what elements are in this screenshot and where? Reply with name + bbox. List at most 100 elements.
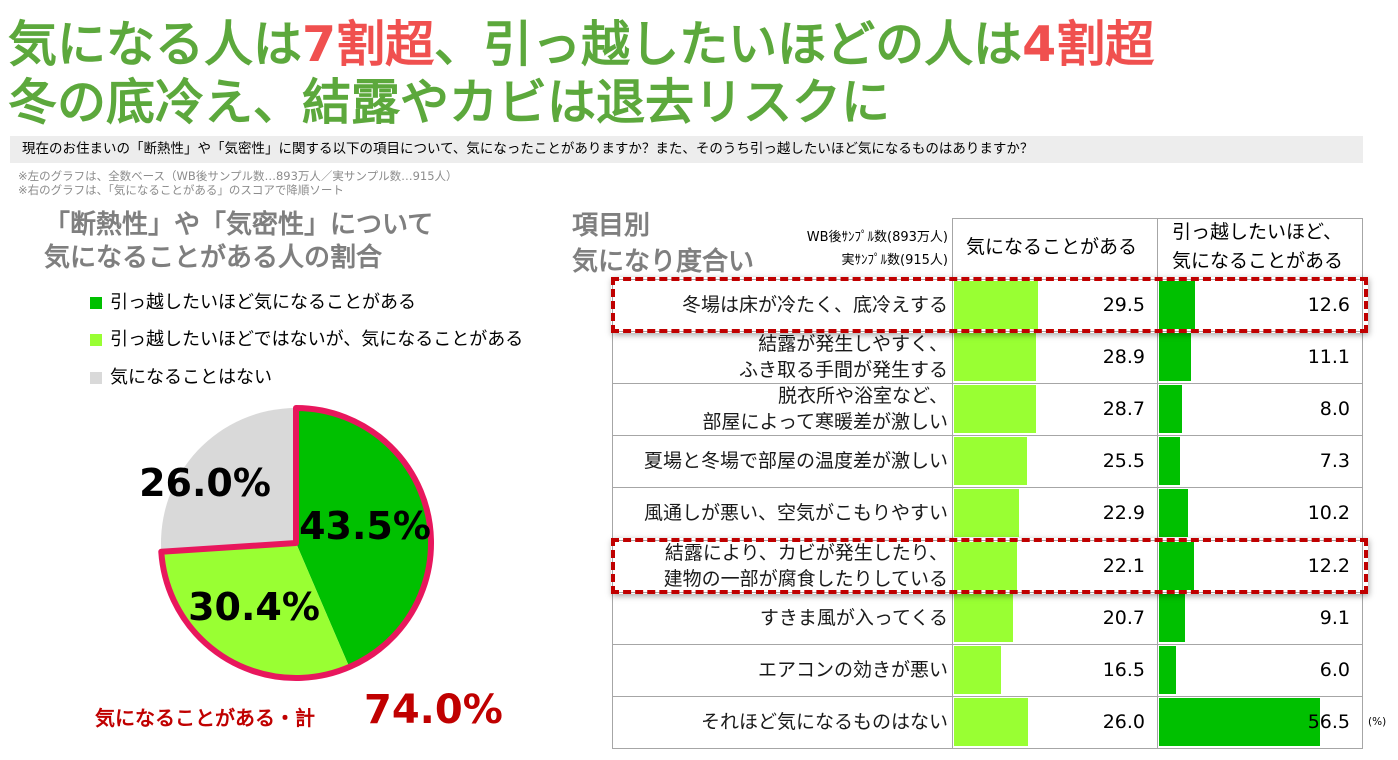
headline-text: 、引っ越したいほどの人は bbox=[434, 16, 1023, 73]
bar-chart-table: WB後ｻﾝﾌﾟﾙ数(893万人) 実ｻﾝﾌﾟﾙ数(915人) 気になることがある… bbox=[611, 218, 1372, 754]
gridline bbox=[1157, 218, 1158, 749]
bar bbox=[1159, 385, 1182, 434]
value-cell-want-to-move: 9.1 bbox=[1157, 592, 1362, 644]
table-row: 結露により、カビが発生したり、 建物の一部が腐食したりしている 22.1 12.2 bbox=[612, 540, 1362, 592]
value-cell-want-to-move: 8.0 bbox=[1157, 383, 1362, 435]
legend-label: 引っ越したいほどではないが、気になることがある bbox=[110, 329, 524, 350]
column-header-concerned: 気になることがある bbox=[966, 236, 1138, 258]
data-label: 11.1 bbox=[1307, 346, 1350, 369]
gridline bbox=[612, 487, 1363, 488]
data-label: 9.1 bbox=[1319, 606, 1350, 629]
bar bbox=[1159, 541, 1194, 590]
sample-size-actual: 実ｻﾝﾌﾟﾙ数(915人) bbox=[841, 253, 948, 268]
bar bbox=[954, 385, 1036, 434]
data-label: 7.3 bbox=[1319, 450, 1350, 473]
headline-highlight: 7割超 bbox=[302, 16, 435, 73]
table-row: 脱衣所や浴室など、 部屋によって寒暖差が激しい 28.7 8.0 bbox=[612, 383, 1362, 435]
table-row: 風通しが悪い、空気がこもりやすい 22.9 10.2 bbox=[612, 487, 1362, 539]
table-row: 冬場は床が冷たく、底冷えする 29.5 12.6 bbox=[612, 279, 1362, 331]
legend-item: 引っ越したいほどではないが、気になることがある bbox=[90, 328, 570, 352]
row-label: 夏場と冬場で部屋の温度差が激しい bbox=[643, 450, 948, 473]
value-cell-concerned: 28.9 bbox=[952, 331, 1157, 383]
legend-item: 引っ越したいほど気になることがある bbox=[90, 291, 570, 315]
table-row: 結露が発生しやすく、 ふき取る手間が発生する 28.9 11.1 bbox=[612, 331, 1362, 383]
bar bbox=[1159, 697, 1321, 746]
bar bbox=[1159, 281, 1195, 330]
data-label: 26.0 bbox=[1102, 710, 1145, 733]
unit-label: (%) bbox=[1368, 716, 1387, 728]
bar bbox=[1159, 645, 1177, 694]
data-label: 28.9 bbox=[1102, 346, 1145, 369]
data-label: 12.2 bbox=[1307, 554, 1350, 577]
note-right-chart: ※右のグラフは、「気になることがある」のスコアで降順ソート bbox=[18, 182, 344, 197]
sample-size-weighted: WB後ｻﾝﾌﾟﾙ数(893万人) bbox=[806, 230, 948, 245]
note-left-chart: ※左のグラフは、全数ベース（WB後サンプル数…893万人／実サンプル数…915人… bbox=[18, 169, 458, 183]
value-cell-concerned: 28.7 bbox=[952, 383, 1157, 435]
data-label: 25.5 bbox=[1102, 450, 1145, 473]
survey-question-text: 現在のお住まいの「断熱性」や「気密性」に関する以下の項目について、気になったこと… bbox=[22, 141, 1034, 157]
data-label: 16.5 bbox=[1102, 658, 1145, 681]
pie-slice bbox=[160, 408, 296, 552]
legend-item: 気になることはない bbox=[90, 366, 570, 390]
bar bbox=[954, 593, 1013, 642]
highlight-box bbox=[611, 277, 1368, 333]
pie-chart: 43.5% 30.4% 26.0% bbox=[139, 405, 434, 681]
data-label: 29.5 bbox=[1102, 294, 1145, 317]
pie-value-label: 43.5% bbox=[299, 504, 431, 548]
value-cell-concerned: 26.0 bbox=[952, 696, 1157, 748]
bar bbox=[954, 489, 1020, 538]
bar bbox=[1159, 593, 1185, 642]
pie-chart-title-line: 気になることがある人の割合 bbox=[44, 243, 383, 273]
pie-chart-title-line: 「断熱性」や「気密性」について bbox=[44, 210, 434, 240]
bar bbox=[954, 645, 1002, 694]
table-row: すきま風が入ってくる 20.7 9.1 bbox=[612, 592, 1362, 644]
value-cell-want-to-move: 11.1 bbox=[1157, 331, 1362, 383]
legend-swatch bbox=[90, 297, 102, 309]
value-cell-concerned: 25.5 bbox=[952, 435, 1157, 487]
gridline bbox=[952, 218, 953, 749]
bar bbox=[954, 281, 1039, 330]
headline-text: 気になる人は bbox=[8, 16, 303, 73]
sample-size: WB後ｻﾝﾌﾟﾙ数(893万人) 実ｻﾝﾌﾟﾙ数(915人) bbox=[612, 226, 948, 272]
gridline bbox=[612, 696, 1363, 697]
column-header-want-to-move: 引っ越したいほど、 気になることがある bbox=[1172, 221, 1344, 272]
data-label: 20.7 bbox=[1102, 606, 1145, 629]
survey-question-box: 現在のお住まいの「断熱性」や「気密性」に関する以下の項目について、気になったこと… bbox=[10, 136, 1363, 163]
value-cell-want-to-move: 12.2 bbox=[1157, 540, 1362, 592]
bar-chart-title: 項目別 気になり度合い bbox=[572, 208, 754, 280]
bar bbox=[1159, 489, 1189, 538]
row-label: 結露が発生しやすく、 ふき取る手間が発生する bbox=[738, 333, 948, 382]
bar bbox=[954, 541, 1017, 590]
headline-highlight: 4割超 bbox=[1022, 16, 1155, 73]
bar bbox=[954, 437, 1027, 486]
value-cell-concerned: 22.9 bbox=[952, 487, 1157, 539]
legend-swatch bbox=[90, 372, 102, 384]
bar bbox=[1159, 437, 1180, 486]
total-label: 気になることがある・計 bbox=[95, 706, 315, 730]
row-label: エアコンの効きが悪い bbox=[757, 658, 948, 681]
data-label: 28.7 bbox=[1102, 398, 1145, 421]
data-label: 22.1 bbox=[1102, 554, 1145, 577]
row-label: 結露により、カビが発生したり、 建物の一部が腐食したりしている bbox=[663, 541, 948, 590]
data-label: 10.2 bbox=[1307, 502, 1350, 525]
legend-label: 引っ越したいほど気になることがある bbox=[110, 292, 416, 313]
value-cell-want-to-move: 7.3 bbox=[1157, 435, 1362, 487]
value-cell-concerned: 20.7 bbox=[952, 592, 1157, 644]
pie-chart-title: 「断熱性」や「気密性」について 気になることがある人の割合 bbox=[44, 209, 433, 275]
bar bbox=[954, 697, 1029, 746]
gridline bbox=[612, 435, 1363, 436]
headline-line-1: 気になる人は7割超、引っ越したいほどの人は4割超 bbox=[8, 17, 1154, 73]
data-label: 22.9 bbox=[1102, 502, 1145, 525]
headline-line-2: 冬の底冷え、結露やカビは退去リスクに bbox=[8, 74, 891, 131]
table-row: それほど気になるものはない 26.0 56.5 bbox=[612, 696, 1362, 748]
bar-chart-title-line: 項目別 bbox=[572, 211, 651, 241]
value-cell-want-to-move: 6.0 bbox=[1157, 644, 1362, 696]
legend-swatch bbox=[90, 334, 102, 346]
value-cell-want-to-move: 12.6 bbox=[1157, 279, 1362, 331]
pie-value-label: 26.0% bbox=[139, 461, 271, 505]
gridline bbox=[612, 748, 1363, 749]
pie-total-outline bbox=[158, 405, 434, 681]
row-label: それほど気になるものはない bbox=[700, 710, 948, 733]
value-cell-concerned: 22.1 bbox=[952, 540, 1157, 592]
gridline bbox=[612, 644, 1363, 645]
